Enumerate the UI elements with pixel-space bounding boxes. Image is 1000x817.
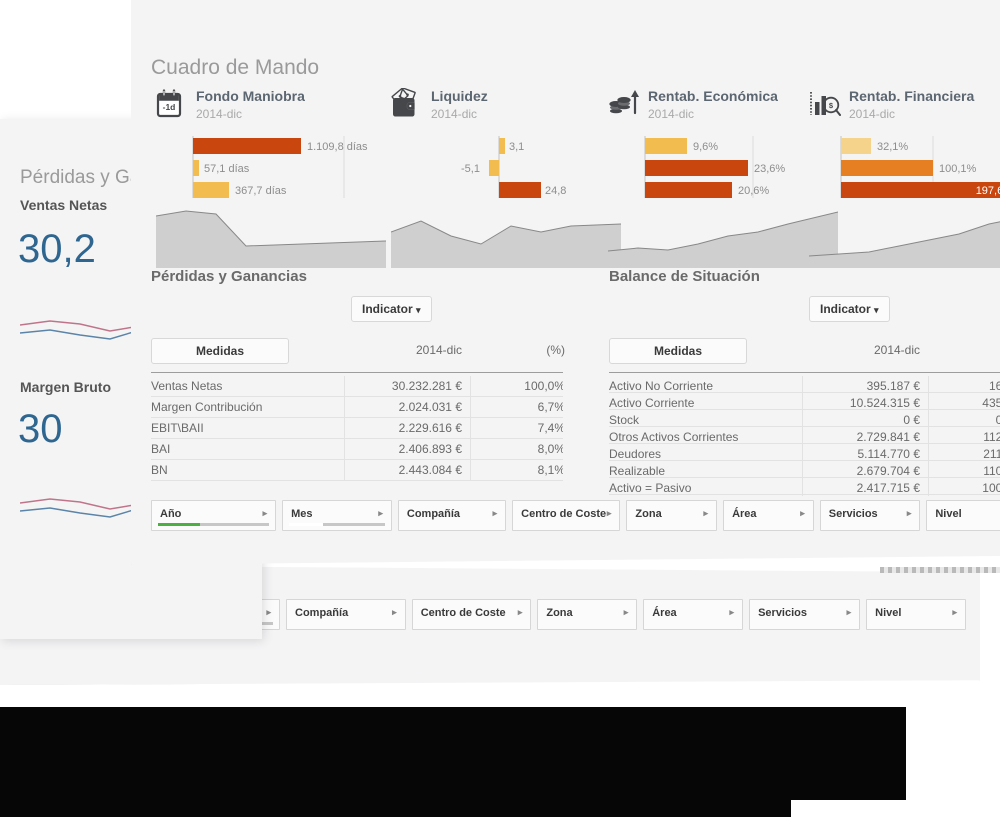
svg-text:24,8: 24,8 [545, 185, 566, 197]
svg-text:9,6%: 9,6% [693, 141, 718, 153]
svg-text:100,1%: 100,1% [939, 163, 977, 175]
svg-text:-1d: -1d [163, 102, 176, 112]
svg-text:20,6%: 20,6% [738, 185, 769, 197]
svg-text:57,1 días: 57,1 días [204, 163, 250, 175]
svg-text:-5,1: -5,1 [461, 163, 480, 175]
svg-text:23,6%: 23,6% [754, 163, 785, 175]
svg-text:3,1: 3,1 [509, 141, 524, 153]
svg-text:367,7 días: 367,7 días [235, 185, 287, 197]
svg-text:32,1%: 32,1% [877, 141, 908, 153]
svg-text:1.109,8 días: 1.109,8 días [307, 141, 368, 153]
svg-text:$: $ [829, 101, 834, 110]
svg-text:197,6%: 197,6% [976, 185, 1000, 197]
